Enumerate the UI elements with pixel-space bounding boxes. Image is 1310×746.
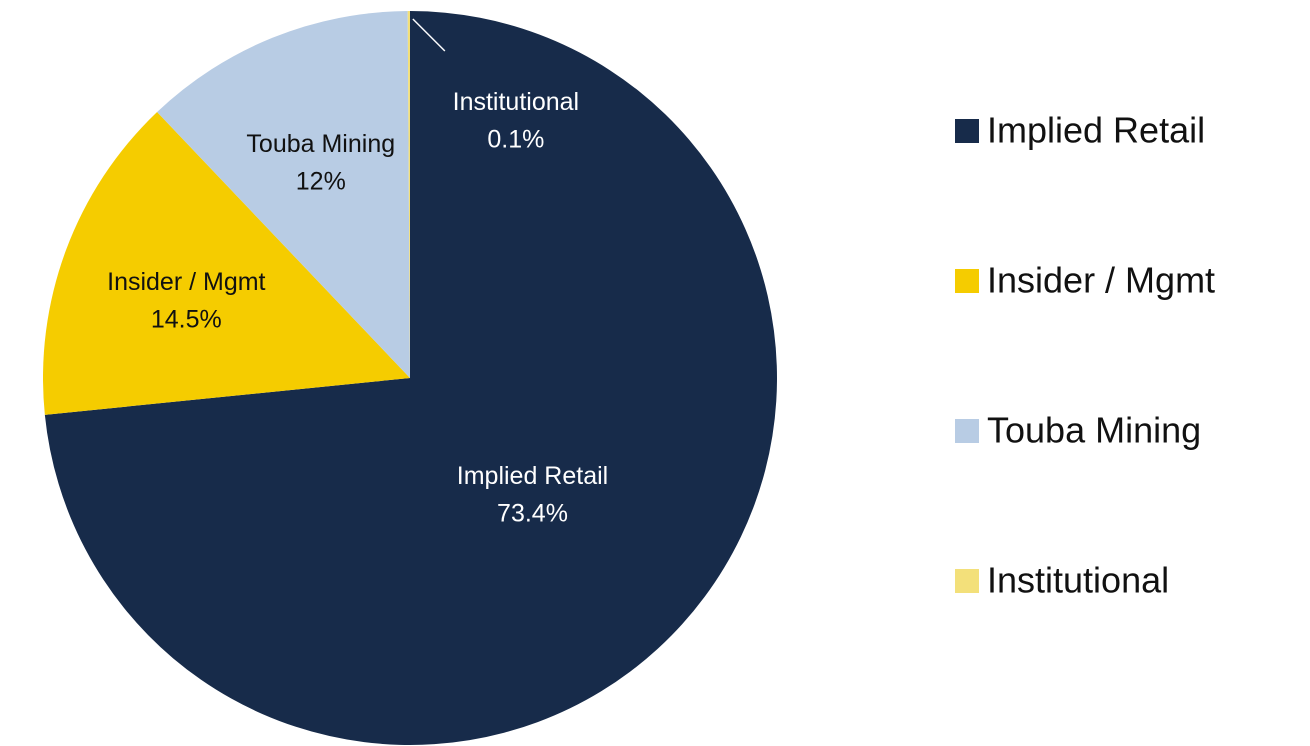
pie-slice	[407, 11, 410, 378]
leader-line	[412, 18, 446, 52]
data-label-value: 12%	[296, 167, 346, 195]
data-label: Touba Mining 12%	[246, 130, 395, 196]
legend-label: Institutional	[987, 560, 1169, 601]
data-label: Implied Retail 73.4%	[457, 462, 608, 528]
legend-label: Implied Retail	[987, 110, 1205, 151]
legend-label: Insider / Mgmt	[987, 260, 1215, 301]
data-label-value: 73.4%	[497, 499, 568, 527]
legend-label: Touba Mining	[987, 410, 1201, 451]
pie-slice	[42, 112, 410, 415]
legend-swatch	[955, 569, 979, 593]
legend-swatch	[955, 269, 979, 293]
data-label-category: Touba Mining	[246, 130, 395, 158]
data-label: Insider / Mgmt 14.5%	[107, 268, 265, 334]
data-label: Institutional 0.1%	[453, 88, 579, 154]
data-label-category: Insider / Mgmt	[107, 268, 265, 296]
data-label-category: Institutional	[453, 88, 579, 116]
data-label-value: 0.1%	[487, 126, 544, 154]
legend-swatch	[955, 119, 979, 143]
data-label-value: 14.5%	[151, 306, 222, 334]
legend-swatch	[955, 419, 979, 443]
data-label-category: Implied Retail	[457, 462, 608, 490]
pie-slice	[44, 11, 778, 745]
pie-slice	[157, 11, 410, 379]
